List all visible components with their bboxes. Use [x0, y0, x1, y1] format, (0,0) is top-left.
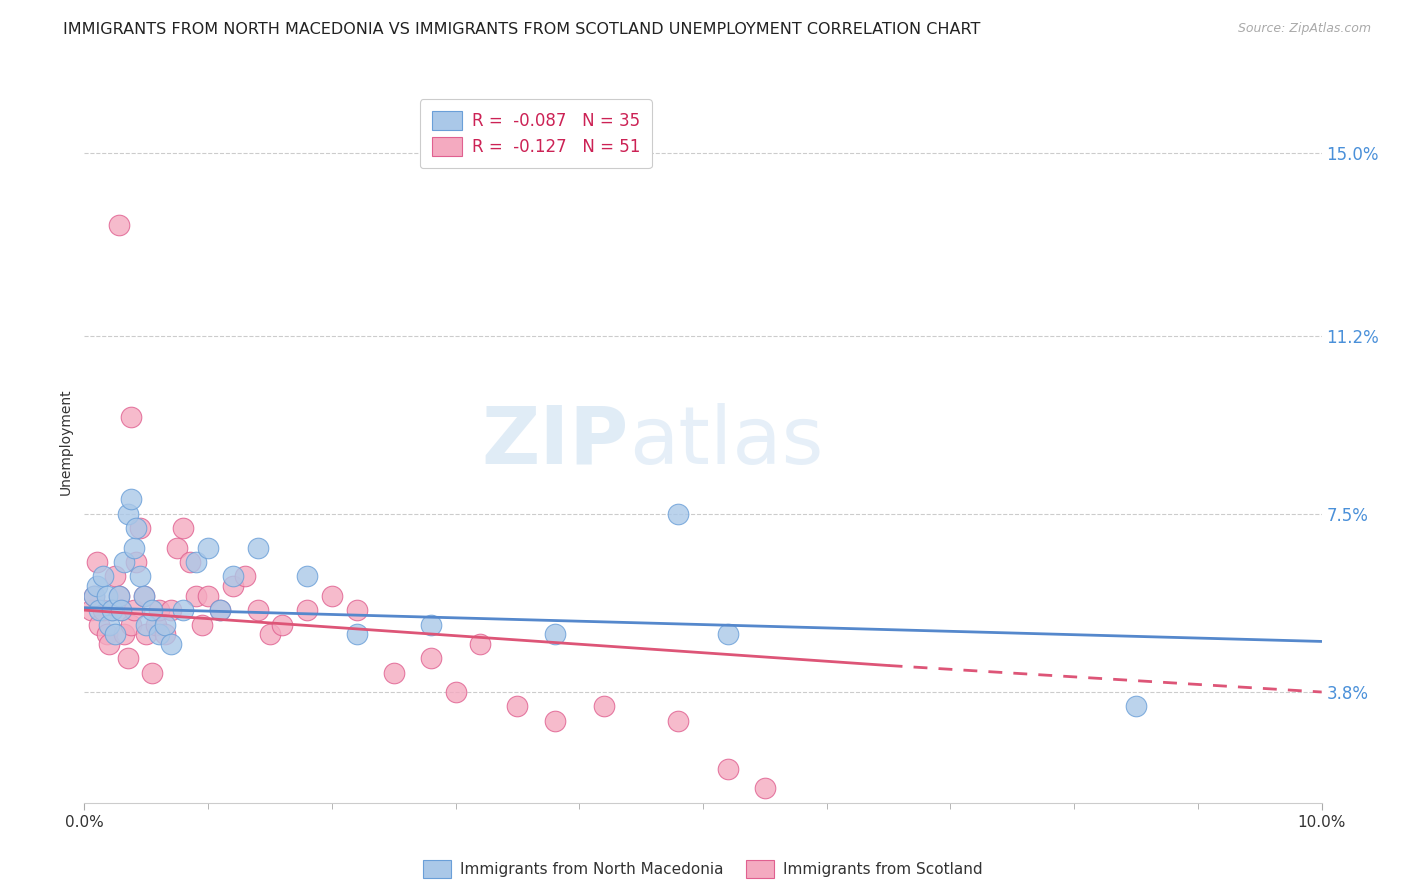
Point — [129, 521, 152, 535]
Point — [419, 617, 441, 632]
Point — [112, 627, 135, 641]
Point — [83, 589, 105, 603]
Point — [172, 521, 194, 535]
Text: Source: ZipAtlas.com: Source: ZipAtlas.com — [1237, 22, 1371, 36]
Point — [382, 665, 405, 680]
Point — [717, 627, 740, 641]
Point — [754, 781, 776, 796]
Text: atlas: atlas — [628, 402, 823, 481]
Point — [110, 603, 132, 617]
Point — [197, 589, 219, 603]
Point — [108, 218, 131, 232]
Point — [153, 627, 176, 641]
Point — [89, 617, 111, 632]
Point — [132, 589, 155, 603]
Point — [543, 714, 565, 728]
Point — [96, 589, 118, 603]
Point — [89, 603, 111, 617]
Point — [197, 541, 219, 555]
Point — [108, 589, 131, 603]
Point — [129, 569, 152, 583]
Point — [346, 627, 368, 641]
Point — [172, 603, 194, 617]
Point — [141, 665, 163, 680]
Point — [246, 603, 269, 617]
Point — [191, 617, 214, 632]
Point — [145, 617, 167, 632]
Legend: Immigrants from North Macedonia, Immigrants from Scotland: Immigrants from North Macedonia, Immigra… — [418, 854, 988, 884]
Point — [346, 603, 368, 617]
Point — [100, 603, 122, 617]
Point — [135, 627, 157, 641]
Point — [222, 579, 245, 593]
Point — [271, 617, 294, 632]
Point — [86, 579, 108, 593]
Point — [104, 627, 127, 641]
Point — [666, 507, 689, 521]
Point — [117, 651, 139, 665]
Point — [98, 637, 121, 651]
Point — [135, 617, 157, 632]
Point — [160, 637, 183, 651]
Point — [117, 507, 139, 521]
Point — [321, 589, 343, 603]
Point — [166, 541, 188, 555]
Point — [79, 603, 101, 617]
Point — [160, 603, 183, 617]
Point — [209, 603, 232, 617]
Text: ZIP: ZIP — [481, 402, 628, 481]
Point — [110, 603, 132, 617]
Point — [98, 617, 121, 632]
Point — [543, 627, 565, 641]
Point — [209, 603, 232, 617]
Point — [295, 603, 318, 617]
Point — [506, 699, 529, 714]
Point — [184, 589, 207, 603]
Point — [717, 762, 740, 776]
Point — [120, 410, 142, 425]
Point — [148, 627, 170, 641]
Point — [179, 555, 201, 569]
Point — [222, 569, 245, 583]
Point — [184, 555, 207, 569]
Point — [295, 569, 318, 583]
Point — [122, 541, 145, 555]
Point — [86, 555, 108, 569]
Point — [104, 569, 127, 583]
Point — [96, 627, 118, 641]
Text: IMMIGRANTS FROM NORTH MACEDONIA VS IMMIGRANTS FROM SCOTLAND UNEMPLOYMENT CORRELA: IMMIGRANTS FROM NORTH MACEDONIA VS IMMIG… — [63, 22, 980, 37]
Point — [91, 603, 114, 617]
Point — [470, 637, 492, 651]
Point — [108, 589, 131, 603]
Point — [259, 627, 281, 641]
Point — [246, 541, 269, 555]
Point — [444, 685, 467, 699]
Point — [125, 521, 148, 535]
Point — [419, 651, 441, 665]
Point — [141, 603, 163, 617]
Point — [148, 603, 170, 617]
Point — [100, 603, 122, 617]
Point — [233, 569, 256, 583]
Point — [120, 617, 142, 632]
Y-axis label: Unemployment: Unemployment — [59, 388, 73, 495]
Point — [153, 617, 176, 632]
Point — [112, 555, 135, 569]
Point — [132, 589, 155, 603]
Point — [91, 569, 114, 583]
Point — [125, 555, 148, 569]
Point — [666, 714, 689, 728]
Point — [83, 589, 105, 603]
Point — [120, 492, 142, 507]
Point — [593, 699, 616, 714]
Point — [1125, 699, 1147, 714]
Point — [122, 603, 145, 617]
